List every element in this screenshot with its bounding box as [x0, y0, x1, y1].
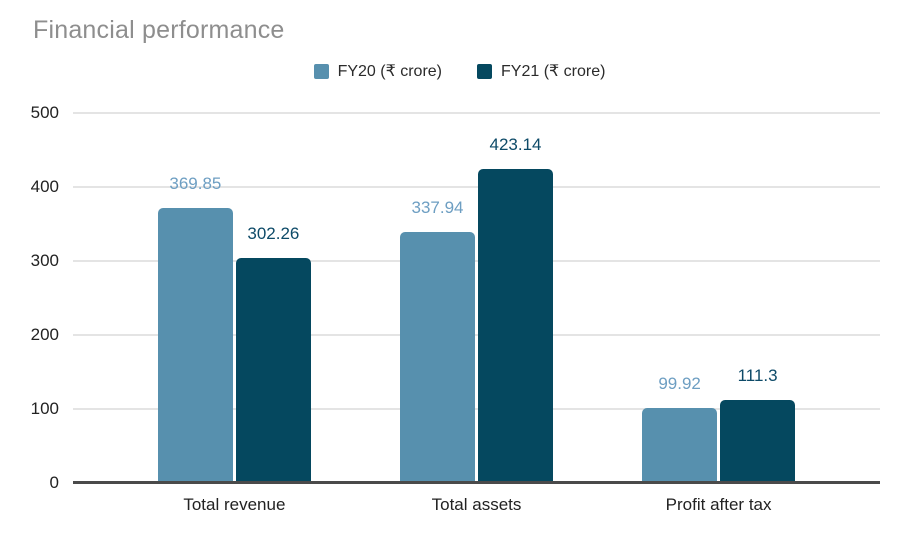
- y-axis-tick-label: 0: [49, 473, 59, 492]
- x-axis-category-label: Profit after tax: [665, 495, 772, 514]
- gridline: [73, 112, 880, 114]
- x-axis-category-label: Total assets: [431, 495, 522, 514]
- bar-value-label: 337.94: [411, 197, 464, 217]
- y-axis-tick-label: 400: [30, 177, 59, 196]
- y-axis-tick-label: 100: [30, 399, 59, 418]
- x-axis-category-label: Total revenue: [183, 495, 286, 514]
- bar-value-label: 302.26: [247, 224, 300, 244]
- legend-label-fy20: FY20 (₹ crore): [337, 63, 442, 80]
- legend: FY20 (₹ crore) FY21 (₹ crore): [0, 61, 919, 81]
- legend-item-fy20: FY20 (₹ crore): [313, 61, 442, 81]
- y-axis-tick-label: 300: [30, 251, 59, 270]
- bar: [642, 408, 718, 482]
- legend-swatch-fy21: [477, 63, 492, 79]
- plot-area: 0 100 200 300 400 500 Total revenue 369.85 302.2…: [31, 103, 880, 514]
- bar-value-label: 423.14: [489, 134, 542, 154]
- bar: [720, 399, 796, 482]
- gridline: [73, 260, 880, 262]
- bar: [478, 168, 553, 482]
- bar-value-label: 111.3: [737, 365, 778, 385]
- bar-value-label: 99.92: [658, 374, 701, 394]
- y-axis-tick-label: 500: [30, 103, 59, 122]
- legend-item-fy21: FY21 (₹ crore): [477, 61, 605, 81]
- gridline: [73, 408, 880, 410]
- gridline: [73, 186, 880, 188]
- bar: [157, 208, 233, 482]
- legend-label-fy21: FY21 (₹ crore): [501, 63, 606, 80]
- legend-swatch-fy20: [313, 63, 329, 79]
- bar: [235, 258, 311, 482]
- x-axis-line: [73, 481, 880, 484]
- bar: [400, 231, 475, 482]
- y-axis-tick-label: 200: [30, 325, 59, 344]
- bar-value-label: 369.85: [169, 174, 222, 194]
- gridline: [73, 334, 880, 336]
- chart-title: Financial performance: [33, 16, 285, 44]
